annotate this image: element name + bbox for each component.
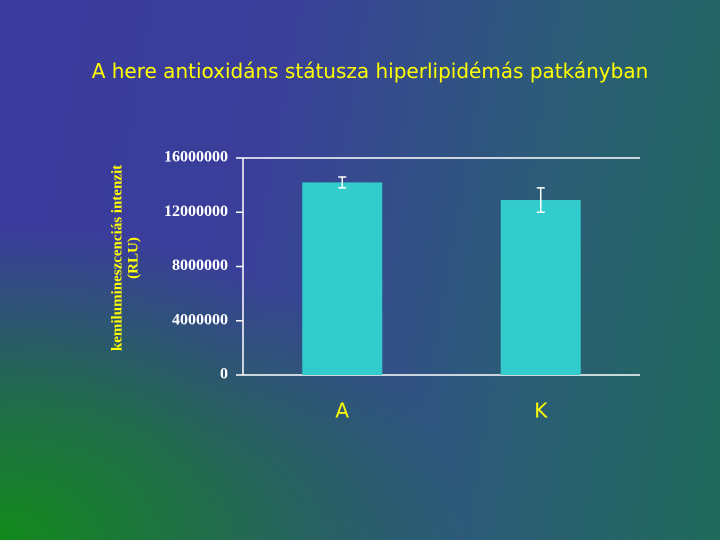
y-axis-label: (RLU)	[125, 237, 141, 279]
y-tick-label: 12000000	[164, 203, 228, 220]
y-tick-label: 8000000	[172, 257, 228, 274]
x-tick-label: A	[335, 399, 349, 423]
y-tick-label: 16000000	[164, 149, 228, 166]
y-tick-label: 0	[220, 366, 228, 383]
bar	[500, 200, 581, 375]
chart-title: A here antioxidáns státusza hiperlipidém…	[92, 59, 649, 83]
x-tick-label: K	[534, 399, 548, 423]
y-tick-label: 4000000	[172, 311, 228, 328]
y-axis-label: kemilumineszcenciás intenzit	[109, 165, 125, 351]
bar	[302, 182, 383, 375]
error-bar	[338, 176, 347, 189]
error-bar	[536, 187, 545, 213]
